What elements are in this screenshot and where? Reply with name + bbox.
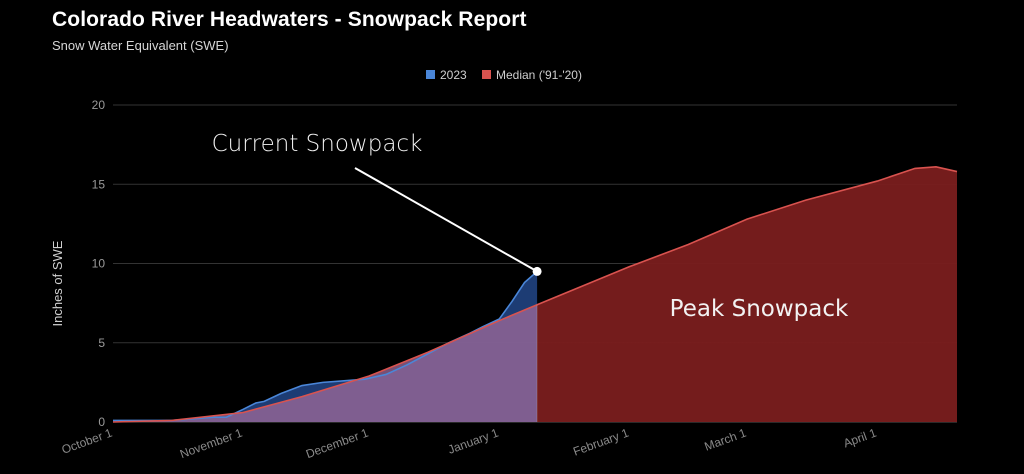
x-tick-label: January 1 bbox=[446, 426, 501, 457]
series-median-area bbox=[113, 166, 957, 422]
x-tick-label: March 1 bbox=[703, 426, 749, 454]
x-tick-label: October 1 bbox=[60, 426, 115, 457]
x-tick-label: December 1 bbox=[304, 426, 371, 462]
legend-swatch bbox=[426, 70, 435, 79]
y-axis-label: Inches of SWE bbox=[50, 240, 65, 326]
legend-label: 2023 bbox=[440, 68, 467, 82]
x-tick-label: November 1 bbox=[178, 426, 245, 462]
x-tick-label: February 1 bbox=[571, 426, 631, 459]
chart-subtitle: Snow Water Equivalent (SWE) bbox=[52, 38, 229, 53]
annotation-peak-snowpack: Peak Snowpack bbox=[670, 296, 849, 322]
y-tick-label: 5 bbox=[98, 336, 105, 350]
legend-swatch bbox=[482, 70, 491, 79]
legend-label: Median ('91-'20) bbox=[496, 68, 582, 82]
y-tick-label: 10 bbox=[92, 257, 106, 271]
annotation-current-snowpack: Current Snowpack bbox=[212, 131, 423, 157]
y-tick-label: 20 bbox=[92, 98, 106, 112]
annotation-pointer bbox=[354, 167, 538, 273]
y-tick-label: 0 bbox=[98, 415, 105, 429]
chart-title: Colorado River Headwaters - Snowpack Rep… bbox=[52, 8, 527, 31]
current-snowpack-marker bbox=[532, 266, 542, 276]
y-tick-label: 15 bbox=[92, 177, 106, 191]
x-tick-label: April 1 bbox=[841, 426, 878, 451]
series-median-line bbox=[112, 166, 958, 423]
